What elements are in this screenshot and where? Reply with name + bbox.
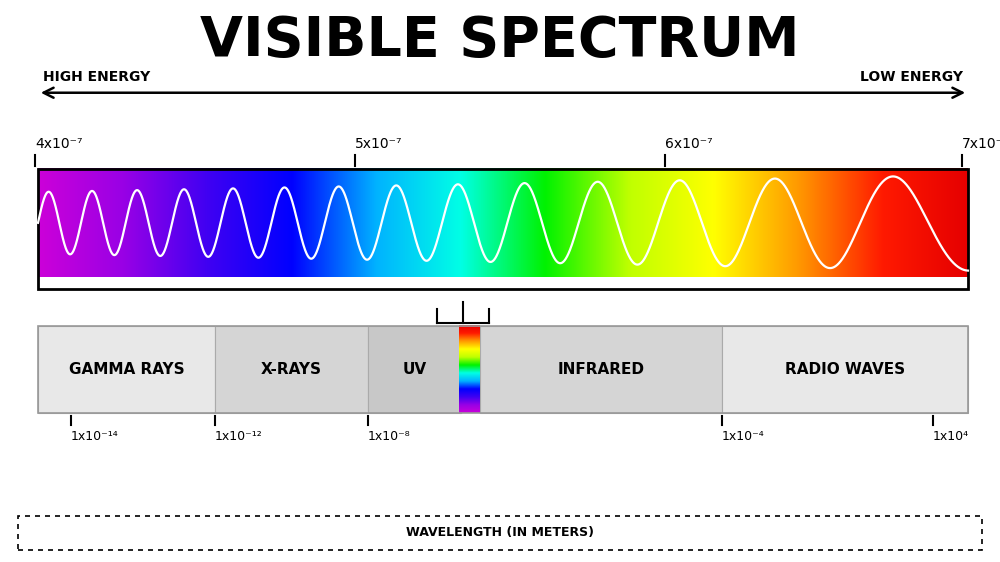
- Text: 1x10⁻¹⁴: 1x10⁻¹⁴: [71, 430, 118, 443]
- Bar: [38, 326, 215, 413]
- Bar: [38, 326, 968, 413]
- Bar: [38, 277, 968, 289]
- Text: 5x10⁻⁷: 5x10⁻⁷: [355, 137, 403, 151]
- Bar: [215, 326, 368, 413]
- Text: WAVELENGTH (IN METERS): WAVELENGTH (IN METERS): [406, 526, 594, 540]
- Bar: [38, 169, 968, 289]
- Text: 7x10⁻⁷: 7x10⁻⁷: [962, 137, 1000, 151]
- Text: LOW ENERGY: LOW ENERGY: [860, 70, 963, 84]
- Text: 4x10⁻⁷: 4x10⁻⁷: [35, 137, 83, 151]
- Text: 1x10⁻⁴: 1x10⁻⁴: [722, 430, 764, 443]
- Text: 6x10⁻⁷: 6x10⁻⁷: [665, 137, 713, 151]
- Text: 1x10⁴: 1x10⁴: [933, 430, 969, 443]
- Text: X-RAYS: X-RAYS: [261, 362, 322, 377]
- Bar: [368, 326, 461, 413]
- Text: VISIBLE SPECTRUM: VISIBLE SPECTRUM: [200, 14, 800, 68]
- Text: UV: UV: [403, 362, 427, 377]
- Bar: [18, 516, 982, 550]
- Text: GAMMA RAYS: GAMMA RAYS: [69, 362, 184, 377]
- Text: RADIO WAVES: RADIO WAVES: [785, 362, 905, 377]
- Text: 1x10⁻⁸: 1x10⁻⁸: [368, 430, 411, 443]
- Text: INFRARED: INFRARED: [557, 362, 644, 377]
- Text: 1x10⁻¹²: 1x10⁻¹²: [215, 430, 262, 443]
- Bar: [722, 326, 968, 413]
- Bar: [480, 326, 722, 413]
- Text: HIGH ENERGY: HIGH ENERGY: [43, 70, 150, 84]
